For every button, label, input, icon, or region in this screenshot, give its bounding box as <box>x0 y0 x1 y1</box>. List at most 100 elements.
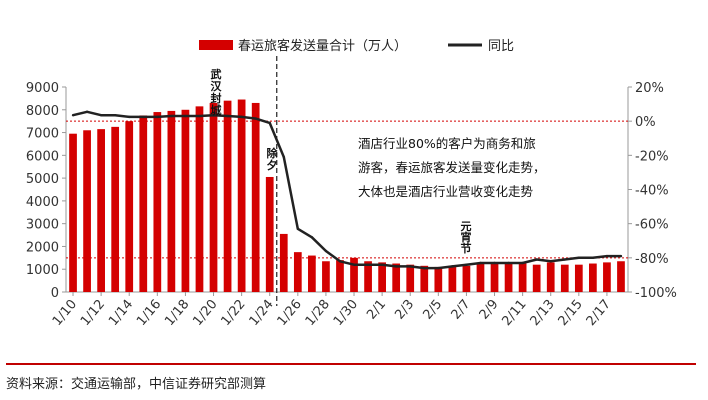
annotation-chuxi: 除夕 <box>267 146 279 172</box>
x-tick-label: 2/15 <box>556 297 586 329</box>
y-left-tick-label: 3000 <box>26 218 59 233</box>
line-point <box>549 260 552 263</box>
line-point <box>310 236 314 239</box>
bar <box>195 106 204 292</box>
bar <box>574 264 583 292</box>
x-tick-label: 1/18 <box>162 297 192 329</box>
x-tick-label: 1/10 <box>50 297 80 329</box>
bar <box>293 252 302 292</box>
line-point <box>479 261 482 265</box>
line-point <box>451 265 454 268</box>
y-right-tick-label: 0% <box>635 115 656 130</box>
bar <box>223 100 232 293</box>
bar <box>125 121 134 293</box>
bar <box>532 264 541 292</box>
line-point <box>352 263 356 266</box>
line-point <box>170 114 173 118</box>
bar <box>111 126 120 292</box>
y-left-tick-label: 2000 <box>26 240 59 255</box>
line-point <box>226 114 229 118</box>
bar <box>560 264 569 292</box>
bar <box>490 262 499 292</box>
bar <box>181 109 190 293</box>
line-point <box>409 265 412 268</box>
bar <box>364 261 372 292</box>
bar <box>617 261 625 292</box>
line-point <box>423 266 426 270</box>
y-right-tick-label: 20% <box>635 81 664 96</box>
bar <box>476 263 485 292</box>
line-point <box>535 258 538 261</box>
bar <box>265 176 274 292</box>
line-point <box>99 113 103 117</box>
x-tick-label: 2/11 <box>499 297 529 329</box>
bar <box>350 257 358 292</box>
legend-swatch-bar <box>199 40 233 50</box>
line-point <box>437 266 440 270</box>
x-tick-label: 2/9 <box>477 297 502 323</box>
line-point <box>128 115 131 119</box>
callout-line: 游客，春运旅客发送量变化走势， <box>358 160 546 175</box>
x-tick-label: 2/1 <box>364 297 389 323</box>
x-tick-label: 2/7 <box>449 297 474 323</box>
callout-line: 酒店行业80%的客户为商务和旅 <box>358 136 536 151</box>
bar <box>518 263 527 292</box>
legend-label-line: 同比 <box>488 39 514 54</box>
callout-line: 大体也是酒店行业营收变化走势 <box>358 184 534 199</box>
line-point <box>338 260 342 263</box>
source-divider <box>6 363 696 365</box>
annotation-wuhan: 武汉封城 <box>211 67 223 117</box>
chart: 春运旅客发送量合计（万人） 同比 0 1000 2000 3000 4000 5000 60… <box>26 38 677 329</box>
line-point <box>184 114 187 118</box>
bar <box>462 265 471 292</box>
y-left-tick-label: 1000 <box>26 263 59 278</box>
x-tick-label: 1/30 <box>331 297 361 329</box>
x-tick-label: 1/12 <box>78 297 108 329</box>
x-tick-label: 1/22 <box>218 297 248 329</box>
bar <box>153 112 162 292</box>
y-left-tick-label: 4000 <box>26 195 59 210</box>
line-point <box>605 254 609 258</box>
bar <box>378 262 386 292</box>
bar <box>406 264 415 292</box>
line-point <box>563 258 566 261</box>
bar <box>83 130 91 292</box>
line-point <box>71 113 75 117</box>
bar <box>167 110 176 293</box>
source-note: 资料来源：交通运输部，中信证券研究部测算 <box>6 377 267 392</box>
line-point <box>198 114 201 118</box>
x-tick-label: 1/16 <box>134 297 164 329</box>
y-left-tick-label: 8000 <box>26 104 59 119</box>
bar <box>251 102 260 292</box>
line-point <box>254 117 257 120</box>
line-point <box>366 263 370 266</box>
line-point <box>394 265 398 268</box>
x-tick-label: 2/5 <box>420 297 445 323</box>
x-tick-label: 2/3 <box>392 297 417 323</box>
y-left-tick-label: 0 <box>51 286 59 301</box>
legend-label-bar: 春运旅客发送量合计（万人） <box>238 38 407 54</box>
line-point <box>591 256 595 260</box>
bar <box>434 266 443 292</box>
bar <box>546 262 555 292</box>
annotation-yuanxiao: 元宵节 <box>461 220 472 255</box>
bar <box>69 133 77 292</box>
y-right-tick-label: -40% <box>635 184 669 199</box>
x-tick-label: 1/24 <box>247 297 277 329</box>
line-point <box>507 261 510 265</box>
line-series <box>71 110 623 270</box>
bar <box>139 115 148 292</box>
y-left-tick-label: 9000 <box>26 81 59 96</box>
line-point <box>282 155 285 159</box>
x-tick-label: 1/28 <box>303 297 333 329</box>
bar <box>237 99 246 293</box>
bar <box>308 255 316 292</box>
line-point <box>619 254 623 258</box>
line-point <box>212 113 215 117</box>
line-point <box>85 110 89 113</box>
bar <box>504 263 513 292</box>
bar <box>322 261 330 292</box>
bar <box>603 262 611 292</box>
x-tick-label: 1/26 <box>275 297 305 329</box>
